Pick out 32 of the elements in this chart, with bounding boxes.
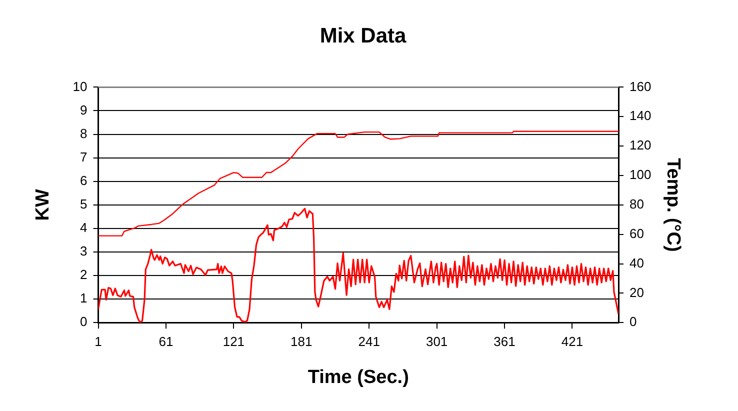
chart-title: Mix Data	[320, 24, 406, 48]
y-tick-label: 8	[80, 126, 88, 141]
y-tick-label: 3	[80, 244, 88, 259]
y2-tick-label: 140	[630, 108, 652, 124]
x-tick-label: 301	[426, 334, 448, 349]
y2-tick-label: 80	[630, 196, 644, 212]
x-tick-label: 421	[561, 334, 584, 349]
y2-tick-label: 100	[630, 167, 652, 182]
y-tick-label: 2	[80, 267, 88, 282]
y-tick-label: 6	[80, 172, 88, 188]
x-tick-label: 61	[158, 334, 174, 349]
y-tick-label: 9	[80, 102, 88, 118]
y-tick-label: 0	[80, 314, 88, 330]
y2-tick-label: 40	[630, 255, 644, 270]
y2-axis-title: Temp. (°C)	[662, 158, 684, 252]
y2-tick-label: 20	[630, 284, 644, 300]
y-tick-label: 7	[80, 149, 88, 164]
x-tick-label: 241	[358, 334, 380, 349]
x-tick-label: 121	[222, 334, 245, 349]
y2-tick-label: 120	[630, 138, 652, 153]
y-tick-label: 1	[80, 290, 88, 306]
y2-tick-label: 0	[630, 314, 637, 330]
y2-tick-label: 60	[630, 226, 644, 241]
y-axis-title: KW	[32, 189, 54, 221]
x-tick-label: 181	[290, 334, 312, 349]
x-tick-label: 361	[494, 334, 516, 349]
y2-tick-label: 160	[630, 78, 652, 94]
x-axis-title: Time (Sec.)	[308, 366, 409, 388]
y-tick-label: 10	[72, 78, 88, 94]
y-tick-label: 4	[80, 220, 88, 236]
x-tick-label: 1	[94, 334, 102, 349]
y-tick-label: 5	[80, 196, 88, 212]
